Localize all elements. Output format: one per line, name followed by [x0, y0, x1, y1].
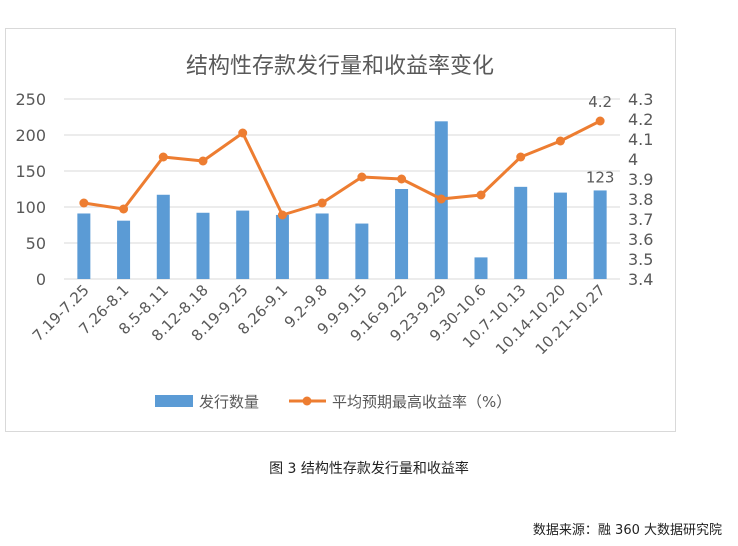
- bar: [355, 223, 369, 279]
- bar: [196, 212, 210, 279]
- bar-last-data-label: 123: [586, 168, 615, 186]
- bar: [275, 214, 289, 279]
- line-point: [397, 174, 407, 184]
- data-labels: 123 4.2: [586, 93, 615, 186]
- line-point: [595, 116, 605, 126]
- chart-title: 结构性存款发行量和收益率变化: [186, 54, 494, 79]
- figure-caption: 图 3 结构性存款发行量和收益率: [269, 461, 469, 477]
- bar: [593, 190, 607, 279]
- line-point: [555, 136, 565, 146]
- left-tick-label: 0: [36, 270, 46, 289]
- right-tick-label: 3.4: [628, 270, 653, 289]
- right-tick-label: 4.2: [628, 110, 653, 129]
- right-tick-label: 3.5: [628, 250, 653, 269]
- bar: [156, 194, 170, 279]
- line-point: [357, 172, 367, 182]
- bar: [395, 189, 409, 279]
- combo-chart: 结构性存款发行量和收益率变化 0 50 100 150 200 250 3.43.53.6…: [15, 54, 653, 411]
- bar: [553, 192, 567, 279]
- bar-series: [77, 121, 607, 279]
- line-point: [436, 194, 446, 204]
- line-point: [277, 210, 287, 220]
- left-axis: 0 50 100 150 200 250: [15, 90, 46, 289]
- line-point: [238, 128, 248, 138]
- legend-bar-label: 发行数量: [199, 393, 259, 411]
- line-point: [79, 198, 89, 208]
- bar: [117, 220, 131, 279]
- chart-frame: 结构性存款发行量和收益率变化 0 50 100 150 200 250 3.4 3.5 3.6…: [5, 28, 676, 432]
- line-point: [516, 152, 526, 162]
- bar: [514, 186, 528, 279]
- line-point: [119, 204, 129, 214]
- x-tick-label: 7.19-7.25: [29, 281, 93, 345]
- legend-bar-swatch: [155, 395, 193, 407]
- bar: [77, 213, 91, 279]
- line-point: [198, 156, 208, 166]
- line-point: [476, 190, 486, 200]
- line-point: [158, 152, 168, 162]
- right-tick-label: 4.3: [628, 90, 653, 109]
- right-tick-label: 3.7: [628, 210, 653, 229]
- right-tick-label: 3.9: [628, 170, 653, 189]
- series-line: [83, 119, 601, 217]
- data-source: 数据来源：融 360 大数据研究院: [532, 523, 722, 538]
- left-tick-label: 50: [26, 234, 46, 253]
- bar: [236, 210, 250, 279]
- left-tick-label: 150: [15, 162, 46, 181]
- line-last-data-label: 4.2: [588, 93, 612, 111]
- line-series: [79, 116, 605, 220]
- legend: 发行数量 平均预期最高收益率（%）: [155, 393, 511, 411]
- left-tick-label: 200: [15, 126, 46, 145]
- gridlines: [64, 98, 620, 280]
- right-tick-label: 3.6: [628, 230, 653, 249]
- legend-line-label: 平均预期最高收益率（%）: [332, 393, 511, 411]
- left-tick-label: 250: [15, 90, 46, 109]
- bar: [474, 257, 488, 279]
- legend-line-marker: [302, 396, 312, 406]
- right-tick-label: 4.1: [628, 130, 653, 149]
- line-point: [317, 198, 327, 208]
- right-tick-label: 4: [628, 150, 638, 169]
- x-axis: 7.19-7.257.26-8.18.5-8.118.12-8.188.19-9…: [29, 281, 609, 358]
- right-tick-label: 3.8: [628, 190, 653, 209]
- right-axis: 3.43.53.63.73.83.944.14.24.3: [628, 90, 653, 289]
- bar: [315, 213, 329, 279]
- left-tick-label: 100: [15, 198, 46, 217]
